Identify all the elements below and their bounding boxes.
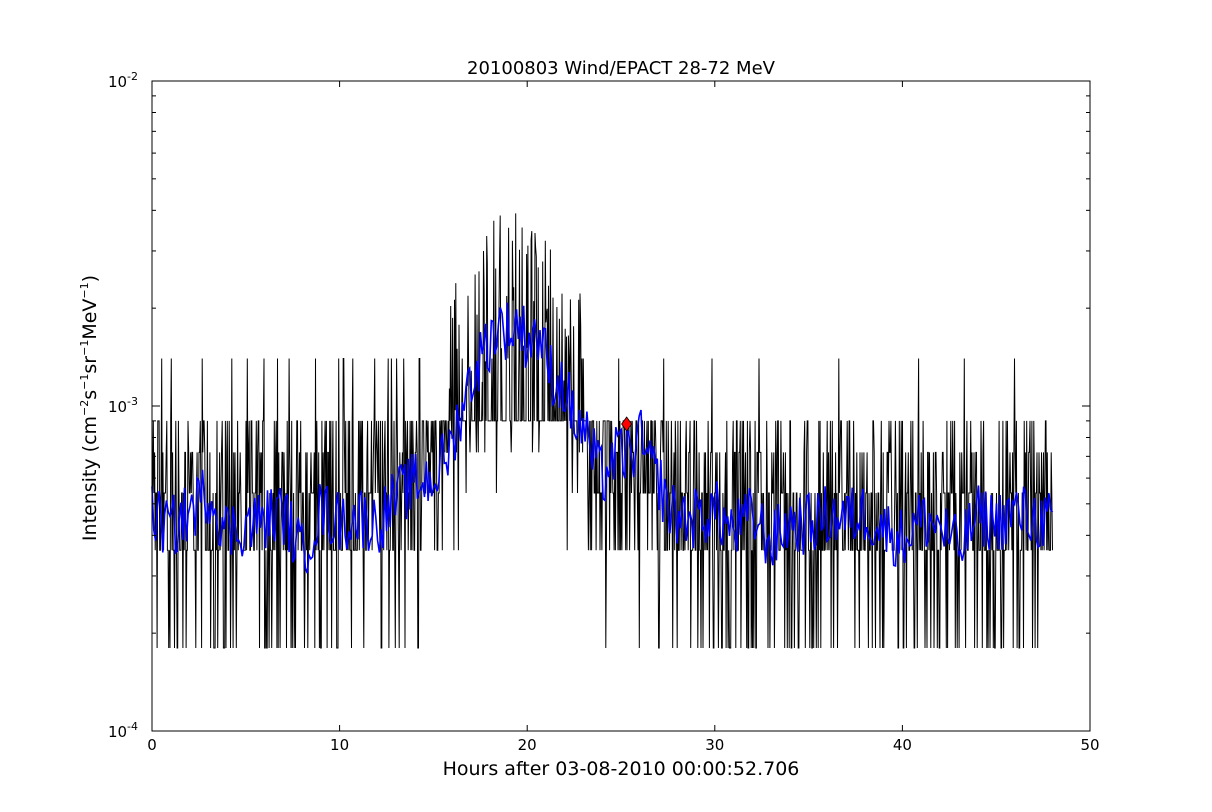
onset-marker [621, 416, 633, 432]
y-axis-label-sup4: −1 [78, 282, 91, 298]
x-tick-label: 0 [147, 736, 157, 754]
y-axis-label-mid2: sr [79, 356, 101, 374]
y-axis-label-sup3: −1 [78, 340, 91, 356]
x-tick-label: 30 [705, 736, 724, 754]
raw-intensity-series [152, 213, 1053, 649]
chart-title: 20100803 Wind/EPACT 28-72 MeV [467, 58, 776, 79]
y-axis-label-mid1: s [79, 390, 101, 400]
y-axis-label-sup1: −2 [78, 400, 91, 416]
y-axis-label: Intensity (cm−2s−1sr−1MeV−1) [78, 275, 101, 541]
y-axis: 10-4 10-3 10-2 [108, 70, 1090, 741]
x-tick-label: 20 [518, 736, 537, 754]
x-axis: 0 10 20 30 40 50 [147, 81, 1100, 754]
y-tick-label: 10-3 [108, 395, 138, 416]
y-axis-label-sup2: −1 [78, 374, 91, 390]
smoothed-intensity-series [151, 302, 1054, 574]
x-tick-label: 10 [330, 736, 349, 754]
y-tick-label: 10-2 [108, 70, 138, 91]
y-axis-label-mid3: MeV [79, 299, 101, 340]
y-tick-label: 10-4 [108, 720, 138, 741]
y-axis-label-suffix: ) [79, 275, 101, 282]
x-axis-label: Hours after 03-08-2010 00:00:52.706 [443, 758, 800, 780]
x-tick-label: 50 [1080, 736, 1099, 754]
y-axis-label-prefix: Intensity (cm [79, 416, 101, 541]
x-tick-label: 40 [893, 736, 912, 754]
plot-area [151, 213, 1054, 649]
